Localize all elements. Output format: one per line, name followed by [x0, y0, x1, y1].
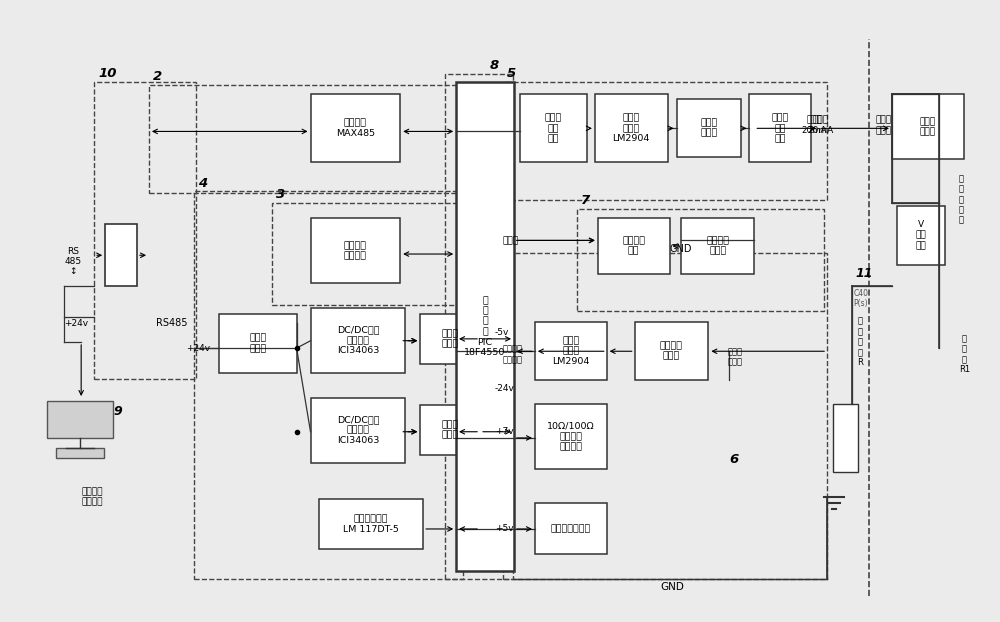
Text: 地线电阻
测量软件: 地线电阻 测量软件: [344, 241, 367, 261]
Text: 电
流
极
R1: 电 流 极 R1: [959, 334, 970, 374]
Text: 设备或
建筑物: 设备或 建筑物: [920, 117, 936, 136]
Text: V
取样
电压: V 取样 电压: [915, 220, 926, 250]
Text: 恒流源
20mA: 恒流源 20mA: [801, 116, 827, 135]
Bar: [105, 225, 137, 286]
Text: 串口电路
MAX485: 串口电路 MAX485: [336, 119, 375, 138]
Text: 4: 4: [198, 177, 207, 190]
Text: 干扰源: 干扰源: [503, 236, 519, 245]
Text: C40
P(s): C40 P(s): [853, 289, 868, 309]
Text: +5v: +5v: [495, 524, 514, 534]
Bar: [311, 397, 405, 463]
Text: -24v: -24v: [495, 384, 515, 393]
Bar: [681, 218, 754, 274]
Bar: [577, 209, 824, 311]
Text: 7: 7: [581, 194, 590, 207]
Text: 干扰源采
样电路: 干扰源采 样电路: [706, 236, 729, 256]
Text: 6: 6: [729, 453, 739, 466]
Text: 恒流源
开关
电路: 恒流源 开关 电路: [545, 113, 562, 143]
Bar: [892, 95, 964, 159]
Text: 三端稳压电路
LM 117DT-5: 三端稳压电路 LM 117DT-5: [343, 514, 399, 534]
Text: 地线电阻
监测终端: 地线电阻 监测终端: [81, 487, 103, 506]
Bar: [219, 314, 297, 373]
Bar: [897, 206, 945, 264]
Bar: [833, 404, 858, 472]
Text: RS
485
↕: RS 485 ↕: [64, 246, 81, 276]
Bar: [598, 218, 670, 274]
Text: -5v: -5v: [495, 328, 509, 337]
Text: 11: 11: [855, 267, 873, 281]
Bar: [535, 404, 607, 469]
Bar: [520, 95, 587, 162]
Bar: [311, 308, 405, 373]
Text: 运算放
大电路
LM2904: 运算放 大电路 LM2904: [612, 113, 650, 143]
Text: 电压调
整电路: 电压调 整电路: [442, 420, 459, 440]
Text: GND: GND: [661, 582, 684, 592]
Text: 电压调
整电路: 电压调 整电路: [442, 329, 459, 348]
Text: 电流稳
定电路: 电流稳 定电路: [700, 118, 718, 137]
Bar: [445, 74, 513, 578]
Text: 3: 3: [276, 188, 285, 201]
Text: 干扰源处理电路: 干扰源处理电路: [551, 524, 591, 533]
Text: 初始取
样电压: 初始取 样电压: [727, 347, 742, 366]
Bar: [94, 82, 196, 379]
Text: DC/DC变换
控制电路
ICI34063: DC/DC变换 控制电路 ICI34063: [337, 325, 379, 355]
Bar: [535, 503, 607, 554]
Bar: [311, 218, 400, 283]
Text: 9: 9: [113, 405, 122, 418]
Bar: [503, 253, 827, 578]
Bar: [56, 448, 104, 458]
Bar: [677, 99, 741, 157]
Text: GND: GND: [670, 244, 692, 254]
Text: RS485: RS485: [156, 318, 187, 328]
Text: +7v: +7v: [495, 427, 514, 436]
Text: 恒流源
20mA: 恒流源 20mA: [807, 116, 833, 135]
Bar: [47, 401, 113, 438]
Text: 8: 8: [490, 59, 499, 72]
Bar: [311, 95, 400, 162]
Bar: [420, 314, 480, 364]
Text: 负电平
抑制
电路: 负电平 抑制 电路: [772, 113, 789, 143]
Text: 10Ω/100Ω
量程档位
开关电路: 10Ω/100Ω 量程档位 开关电路: [547, 422, 595, 452]
Bar: [503, 82, 827, 200]
Text: 电源保
护电路: 电源保 护电路: [249, 334, 266, 353]
Text: 微
处
理
器
PIC
18F4550: 微 处 理 器 PIC 18F4550: [464, 296, 506, 357]
Bar: [319, 499, 423, 549]
Text: +24v: +24v: [186, 343, 210, 353]
Bar: [420, 405, 480, 455]
Text: 恒定电
流注入: 恒定电 流注入: [876, 116, 892, 135]
Text: 处理后的
取样电压: 处理后的 取样电压: [503, 345, 523, 364]
Bar: [635, 322, 708, 380]
Bar: [272, 203, 461, 305]
Text: DC/DC变换
控制电路
ICI34063: DC/DC变换 控制电路 ICI34063: [337, 415, 379, 445]
Text: 电压跟随
电路: 电压跟随 电路: [622, 236, 645, 256]
Text: 接
地
电
阻
R: 接 地 电 阻 R: [857, 317, 863, 367]
Text: 运算放
大电路
LM2904: 运算放 大电路 LM2904: [552, 336, 589, 366]
Text: 10: 10: [98, 67, 117, 80]
Text: 5: 5: [507, 67, 516, 80]
Text: 电
流
注
入
极: 电 流 注 入 极: [959, 174, 964, 225]
Text: 2: 2: [153, 70, 162, 83]
Text: +24v: +24v: [64, 319, 88, 328]
Bar: [149, 85, 466, 193]
Bar: [595, 95, 668, 162]
Bar: [456, 82, 514, 571]
Bar: [535, 322, 607, 380]
Bar: [749, 95, 811, 162]
Bar: [194, 192, 463, 578]
Text: 大功率电
阻电路: 大功率电 阻电路: [660, 341, 683, 361]
